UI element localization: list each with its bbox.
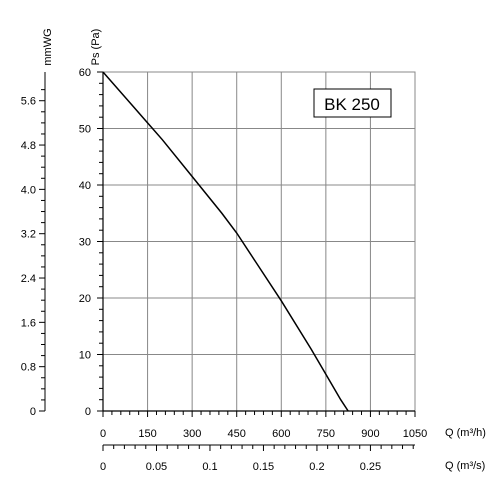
x-tick-label: 750	[317, 428, 335, 440]
x2-tick-label: 0.2	[309, 461, 324, 473]
legend-box	[313, 88, 392, 118]
y2-axis-title: mmWG	[42, 28, 54, 65]
y-axis-title: Ps (Pa)	[90, 29, 102, 66]
x-tick-label: 450	[228, 428, 246, 440]
y2-tick-label: 4.0	[21, 184, 36, 196]
axes	[44, 71, 416, 446]
x-tick-label: 900	[361, 428, 379, 440]
x2-axis-title: Q (m³/s)	[445, 460, 485, 472]
x-tick-label: 0	[100, 428, 106, 440]
tick-labels: 0 150 300 450 600 750 900 1050010203040506000.8…	[21, 67, 428, 473]
y-tick-label: 20	[79, 293, 91, 305]
x-tick-label: 300	[183, 428, 201, 440]
x2-tick-label: 0.25	[360, 461, 381, 473]
y2-tick-label: 3.2	[21, 229, 36, 241]
ticks	[39, 71, 416, 451]
y-tick-label: 0	[85, 406, 91, 418]
y-tick-label: 50	[79, 124, 91, 136]
legend: BK 250	[313, 88, 392, 118]
x-tick-label: 1050	[403, 428, 427, 440]
y2-tick-label: 0	[30, 406, 36, 418]
y2-tick-label: 5.6	[21, 96, 36, 108]
y2-tick-label: 1.6	[21, 317, 36, 329]
y-tick-label: 40	[79, 180, 91, 192]
x2-tick-label: 0.1	[202, 461, 217, 473]
series-line	[102, 71, 349, 412]
y2-tick-label: 4.8	[21, 140, 36, 152]
y2-tick-label: 2.4	[21, 273, 36, 285]
y-tick-label: 60	[79, 67, 91, 79]
x2-tick-label: 0.05	[146, 461, 167, 473]
x2-tick-label: 0.15	[253, 461, 274, 473]
grid	[103, 72, 415, 411]
series	[102, 71, 349, 412]
y-tick-label: 30	[79, 237, 91, 249]
y2-tick-label: 0.8	[21, 362, 36, 374]
x-axis-title: Q (m³/h)	[445, 427, 486, 439]
x2-tick-label: 0	[100, 461, 106, 473]
legend-label: BK 250	[324, 95, 380, 114]
x-tick-label: 600	[272, 428, 290, 440]
x-tick-label: 150	[138, 428, 156, 440]
y-tick-label: 10	[79, 350, 91, 362]
